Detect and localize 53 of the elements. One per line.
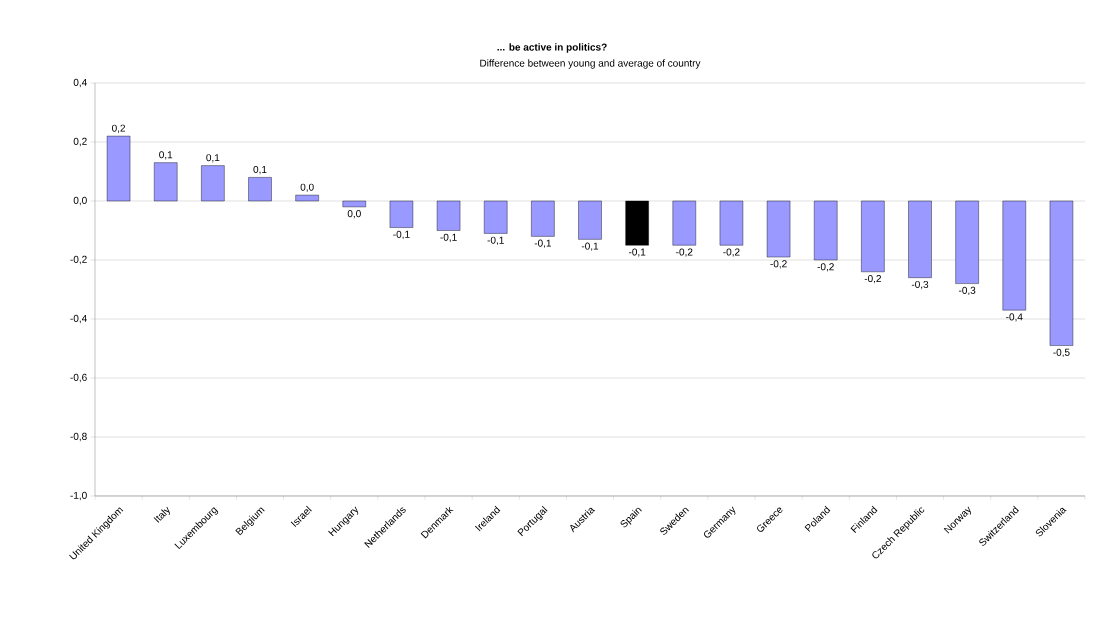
data-label: -0,2 — [864, 275, 881, 284]
bar — [1049, 200, 1074, 346]
bar — [955, 200, 979, 284]
data-label: -0,3 — [911, 280, 929, 290]
chart-title: ... be active in politics? — [497, 43, 607, 53]
bar — [389, 200, 414, 228]
data-label: 0,0 — [347, 210, 361, 219]
data-label: -0,3 — [958, 286, 976, 296]
y-tick-label: -0,8 — [70, 432, 87, 442]
data-label: -0,2 — [723, 248, 740, 257]
data-label: -0,2 — [817, 263, 834, 272]
data-label: 0,2 — [112, 124, 126, 133]
y-tick-label: 0,2 — [73, 137, 87, 147]
bar — [248, 177, 272, 202]
data-label: -0,2 — [770, 260, 787, 269]
bar — [672, 200, 696, 246]
data-label: -0,5 — [1053, 348, 1070, 358]
bar — [295, 194, 319, 202]
bar — [484, 200, 508, 234]
y-tick-label: -0,2 — [70, 255, 87, 265]
bar — [1002, 200, 1026, 311]
data-label: -0,1 — [581, 242, 599, 251]
data-label: 0,0 — [300, 183, 314, 192]
data-label: -0,2 — [676, 248, 693, 257]
bar — [201, 165, 225, 202]
bar — [625, 200, 649, 246]
bar — [814, 200, 838, 261]
bar — [719, 200, 744, 246]
bar — [861, 200, 885, 272]
x-tick-label: Italy — [153, 506, 170, 523]
data-label: 0,1 — [206, 154, 220, 163]
bar — [342, 200, 366, 208]
bar — [106, 135, 131, 202]
data-label: -0,1 — [440, 233, 457, 242]
data-label: -0,1 — [393, 230, 410, 240]
bar — [154, 162, 178, 202]
y-tick-label: 0,4 — [73, 78, 87, 88]
y-tick-label: -1,0 — [70, 491, 87, 501]
bar — [908, 200, 932, 278]
bar — [578, 200, 602, 240]
y-tick-label: 0,0 — [73, 196, 87, 206]
bar — [766, 200, 791, 258]
data-label: 0,1 — [159, 151, 173, 160]
bar — [531, 200, 555, 237]
y-tick-label: -0,4 — [70, 314, 87, 324]
bar — [436, 200, 461, 231]
data-label: -0,1 — [628, 248, 646, 257]
chart-subtitle: Difference between young and average of country — [480, 59, 701, 69]
data-label: -0,4 — [1006, 313, 1023, 322]
y-tick-label: -0,6 — [70, 373, 87, 383]
data-label: -0,1 — [534, 239, 551, 248]
data-label: -0,1 — [487, 236, 504, 245]
data-label: 0,1 — [253, 165, 267, 175]
